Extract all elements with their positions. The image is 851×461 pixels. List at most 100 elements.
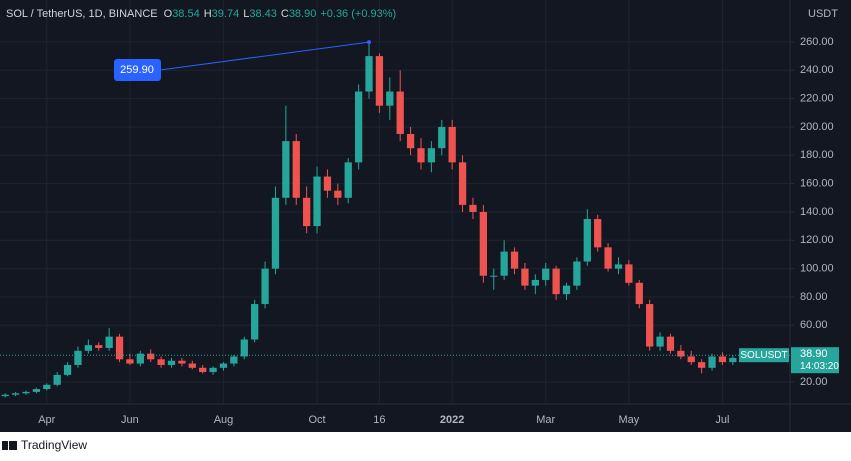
- brand: TradingView: [21, 438, 87, 452]
- grid: [0, 0, 790, 404]
- y-tick-label: 260.00: [800, 36, 834, 48]
- candle-body: [136, 353, 144, 364]
- candle-body: [656, 336, 664, 347]
- candle-body: [552, 268, 560, 295]
- candle-body: [500, 251, 508, 276]
- candle-body: [687, 356, 695, 363]
- candle-body: [354, 91, 363, 163]
- candle-body: [74, 350, 82, 365]
- y-tick-label: 200.00: [800, 121, 834, 133]
- candle-body: [199, 367, 207, 373]
- candle-body: [625, 264, 633, 283]
- candle-body: [303, 197, 311, 227]
- x-tick-label: 2022: [440, 414, 464, 426]
- y-tick-label: 180.00: [800, 149, 834, 161]
- candle-body: [147, 353, 155, 360]
- candle-body: [178, 360, 186, 364]
- candle-body: [573, 261, 581, 286]
- candle-body: [562, 285, 571, 295]
- candle-body: [334, 190, 342, 198]
- candle-body: [708, 356, 716, 368]
- change: +0.36 (+0.93%): [320, 8, 396, 20]
- candle-body: [542, 268, 550, 280]
- candle-body: [646, 304, 654, 347]
- legend-header: SOL / TetherUS, 1D, BINANCE O38.54 H39.74 L…: [6, 8, 396, 20]
- candle-body: [167, 360, 176, 365]
- high-marker-label: 259.90: [120, 64, 154, 76]
- high-marker-box: [114, 59, 161, 81]
- symbol-tag: SOLUSDT: [740, 350, 787, 361]
- candle-body: [614, 264, 623, 269]
- candle-body: [22, 391, 30, 394]
- y-tick-label: 120.00: [800, 234, 834, 246]
- candle-body: [230, 356, 238, 364]
- candle-body: [105, 336, 113, 348]
- candle-body: [323, 176, 332, 191]
- x-tick-label: Apr: [38, 414, 55, 426]
- candle-body: [635, 282, 643, 305]
- x-tick-label: Mar: [536, 414, 555, 426]
- candle-body: [406, 134, 415, 149]
- ohlc-value: 39.74: [212, 8, 240, 20]
- countdown: 14:03:20: [800, 361, 839, 372]
- candle-body: [479, 211, 487, 276]
- candle-body: [510, 251, 519, 269]
- x-tick-label: Aug: [214, 414, 234, 426]
- candle-body: [604, 247, 612, 269]
- candle-body: [427, 148, 436, 163]
- candle-body: [271, 197, 280, 269]
- candle-body: [292, 141, 300, 198]
- candle-body: [396, 91, 404, 135]
- candle-body: [157, 359, 165, 365]
- symbol: SOL / TetherUS, 1D, BINANCE: [6, 8, 158, 20]
- ohlc-key: C: [281, 8, 289, 20]
- unit-label: USDT: [808, 8, 838, 20]
- last-price-label: 38.90: [800, 348, 828, 360]
- candle-body: [469, 204, 477, 212]
- last-price-box: [791, 347, 839, 374]
- candle-body: [677, 350, 685, 357]
- candle-body: [1, 394, 9, 397]
- candle-body: [698, 362, 706, 368]
- candle-body: [53, 374, 61, 385]
- candle-body: [188, 363, 196, 368]
- candle-body: [594, 219, 602, 248]
- candle-body: [219, 363, 228, 368]
- candle-body: [63, 364, 72, 375]
- candle-body: [386, 91, 394, 106]
- candle-body: [126, 359, 134, 364]
- candle-body: [521, 268, 529, 286]
- candle-body: [490, 275, 498, 277]
- candle-body: [32, 389, 41, 392]
- candle-body: [261, 268, 269, 305]
- high-marker-dot: [367, 40, 372, 45]
- x-tick-label: Oct: [308, 414, 325, 426]
- symbol-tag-box: [739, 348, 789, 363]
- ohlc-value: 38.43: [249, 8, 277, 20]
- y-tick-label: 140.00: [800, 206, 834, 218]
- candle-body: [282, 141, 290, 198]
- ohlc-key: L: [243, 8, 249, 20]
- candle-body: [583, 219, 591, 262]
- candle-body: [313, 176, 321, 227]
- x-tick-label: Jul: [715, 414, 729, 426]
- ohlc-value: 38.54: [172, 8, 200, 20]
- ohlc-key: H: [204, 8, 212, 20]
- candle-body: [115, 336, 124, 360]
- candle-body: [209, 367, 217, 373]
- candle-body: [438, 126, 446, 149]
- ohlc-value: 38.90: [289, 8, 317, 20]
- candle-body: [718, 356, 727, 363]
- y-tick-label: 60.00: [800, 319, 828, 331]
- x-tick-label: Jun: [121, 414, 139, 426]
- candle-body: [365, 56, 373, 92]
- candle-body: [448, 126, 456, 163]
- y-tick-label: 160.00: [800, 178, 834, 190]
- y-tick-label: 80.00: [800, 291, 828, 303]
- y-tick-label: 240.00: [800, 64, 834, 76]
- candle-body: [95, 345, 103, 348]
- candle-body: [666, 336, 675, 351]
- candle-body: [344, 162, 352, 198]
